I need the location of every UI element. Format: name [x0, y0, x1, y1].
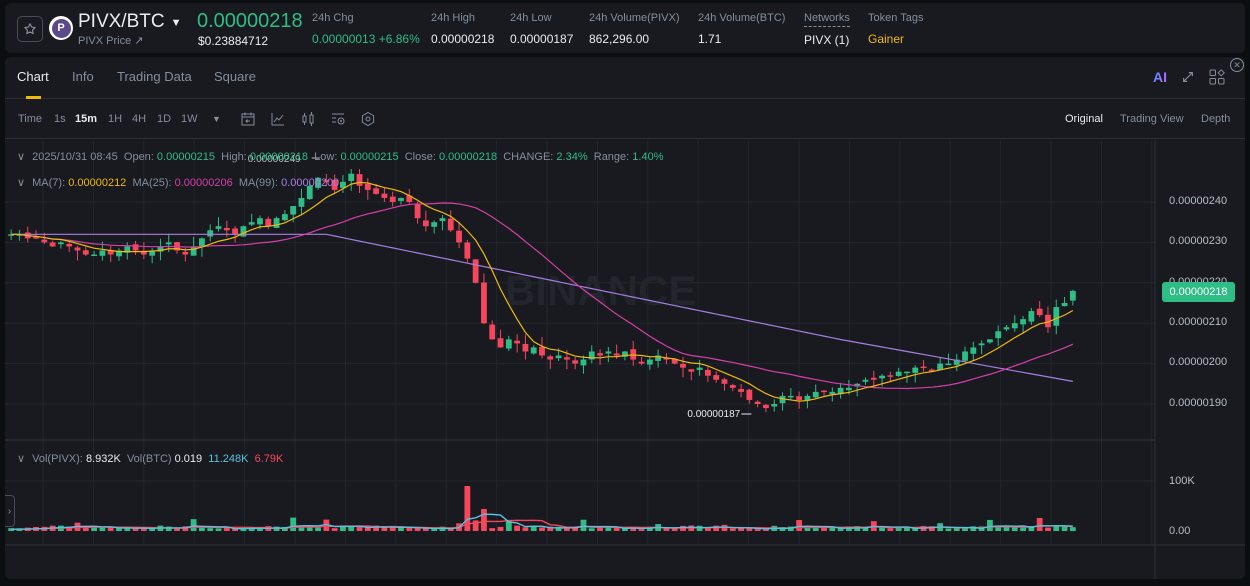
fullscreen-icon[interactable]: [1181, 70, 1195, 84]
view-trading-view[interactable]: Trading View: [1120, 113, 1184, 125]
collapse-chevron-icon[interactable]: ∨: [17, 453, 26, 465]
last-price: 0.00000218: [197, 10, 303, 32]
interval-1h[interactable]: 1H: [108, 113, 123, 125]
stat-24h-change: 24h Chg 0.00000013 +6.86%: [312, 12, 420, 46]
tab-bar: Chart Info Trading Data Square AI ✕: [5, 57, 1245, 99]
tag-gainer[interactable]: Gainer: [868, 32, 905, 46]
ohlc-legend: ∨ 2025/10/31 08:45 Open: 0.00000215 High…: [17, 151, 664, 163]
collapse-chevron-icon[interactable]: ∨: [17, 151, 26, 163]
view-original[interactable]: Original: [1065, 113, 1103, 125]
calendar-icon[interactable]: [240, 111, 256, 127]
more-intervals-dropdown[interactable]: ▼: [212, 114, 221, 124]
vol-tick: 100K: [1169, 475, 1195, 487]
tab-square[interactable]: Square: [214, 69, 256, 84]
favorite-button[interactable]: [17, 16, 43, 42]
chart-canvas[interactable]: BINANCE 0.00000249 0.00000187 ∨ 2025/10/31…: [5, 140, 1245, 579]
stat-24h-high: 24h High 0.00000218: [431, 12, 495, 46]
layout-grid-icon[interactable]: [1209, 69, 1225, 85]
volume-legend: ∨ Vol(PIVX): 8.932K Vol(BTC) 0.019 11.24…: [17, 453, 284, 465]
star-icon: [24, 23, 36, 35]
vol-tick: 0.00: [1169, 525, 1191, 537]
stat-token-tags: Token Tags Gainer: [868, 12, 924, 46]
svg-text:0.00000187: 0.00000187: [687, 409, 740, 420]
y-tick: 0.00000230: [1169, 235, 1228, 247]
y-tick: 0.00000210: [1169, 316, 1228, 328]
interval-1w[interactable]: 1W: [181, 113, 198, 125]
ticker-header: P PIVX/BTC ▼ PIVX Price ↗ 0.00000218 $0.…: [5, 3, 1245, 53]
interval-1d[interactable]: 1D: [157, 113, 172, 125]
candle-type-icon[interactable]: [300, 111, 316, 127]
stat-24h-volume-btc: 24h Volume(BTC) 1.71: [698, 12, 786, 46]
active-tab-indicator: [26, 96, 41, 99]
time-label: Time: [18, 113, 43, 125]
close-icon[interactable]: ✕: [1230, 58, 1244, 72]
stat-networks[interactable]: Networks PIVX (1): [804, 12, 850, 47]
stat-24h-low: 24h Low 0.00000187: [510, 12, 574, 46]
interval-15m[interactable]: 15m: [75, 113, 98, 125]
coin-logo: P: [49, 16, 73, 40]
y-tick: 0.00000240: [1169, 195, 1228, 207]
y-tick: 0.00000190: [1169, 397, 1228, 409]
tab-chart[interactable]: Chart: [17, 69, 49, 84]
view-depth[interactable]: Depth: [1201, 113, 1231, 125]
svg-text:0.00000249: 0.00000249: [248, 154, 301, 165]
ai-icon[interactable]: AI: [1153, 69, 1167, 85]
pair-selector[interactable]: PIVX/BTC ▼: [78, 11, 181, 33]
tab-info[interactable]: Info: [72, 69, 94, 84]
interval-1s[interactable]: 1s: [54, 113, 66, 125]
price-info-link[interactable]: PIVX Price ↗: [78, 35, 144, 47]
collapse-chevron-icon[interactable]: ∨: [17, 177, 26, 189]
pair-name: PIVX/BTC: [78, 11, 165, 32]
ma-legend: ∨ MA(7): 0.00000212 MA(25): 0.00000206 M…: [17, 177, 340, 189]
caret-down-icon: ▼: [170, 16, 182, 29]
chart-toolbar: Time 1s 15m 1H 4H 1D 1W ▼ Original Tradi…: [5, 99, 1245, 139]
stat-24h-volume-pivx: 24h Volume(PIVX) 862,296.00: [589, 12, 680, 46]
tab-trading-data[interactable]: Trading Data: [117, 69, 192, 84]
settings-list-icon[interactable]: [330, 111, 346, 127]
hexagon-settings-icon[interactable]: [360, 111, 376, 127]
interval-4h[interactable]: 4H: [132, 113, 147, 125]
indicator-icon[interactable]: [270, 111, 286, 127]
expand-sidebar-button[interactable]: ›: [5, 495, 15, 527]
y-tick: 0.00000200: [1169, 356, 1228, 368]
usd-price: $0.23884712: [198, 34, 269, 48]
chart-panel: Chart Info Trading Data Square AI ✕ Time…: [5, 57, 1245, 579]
current-price-tag: 0.00000218: [1162, 282, 1235, 302]
